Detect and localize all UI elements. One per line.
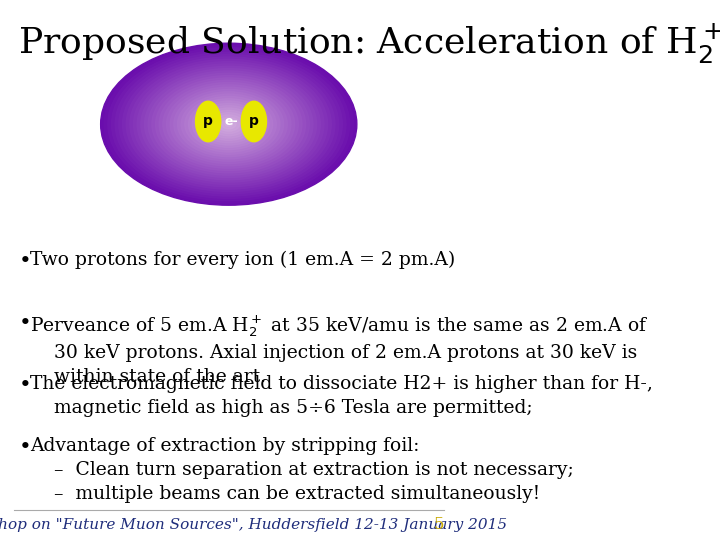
Ellipse shape <box>217 117 240 131</box>
Ellipse shape <box>196 103 261 145</box>
Text: Two protons for every ion (1 em.A = 2 pm.A): Two protons for every ion (1 em.A = 2 pm… <box>30 251 455 269</box>
Text: Perveance of 5 em.A H$_2^+$ at 35 keV/amu is the same as 2 em.A of
    30 keV pr: Perveance of 5 em.A H$_2^+$ at 35 keV/am… <box>30 313 649 386</box>
Ellipse shape <box>138 66 320 182</box>
Ellipse shape <box>181 94 276 154</box>
Text: p: p <box>203 114 213 129</box>
Text: Workshop on "Future Muon Sources", Huddersfield 12-13 January 2015: Workshop on "Future Muon Sources", Hudde… <box>0 518 508 532</box>
Ellipse shape <box>170 87 287 161</box>
Text: e-: e- <box>224 115 238 128</box>
Text: •: • <box>18 437 31 457</box>
Ellipse shape <box>134 64 324 184</box>
Ellipse shape <box>241 102 266 141</box>
Text: Proposed Solution: Acceleration of H$_2^+$ ions: Proposed Solution: Acceleration of H$_2^… <box>18 22 720 66</box>
Ellipse shape <box>152 76 305 173</box>
Ellipse shape <box>210 113 247 136</box>
Text: The electromagnetic field to dissociate H2+ is higher than for H-,
    magnetic : The electromagnetic field to dissociate … <box>30 375 652 417</box>
Ellipse shape <box>222 119 236 129</box>
Ellipse shape <box>122 57 335 191</box>
Ellipse shape <box>166 85 291 164</box>
Text: •: • <box>18 375 31 395</box>
Ellipse shape <box>156 78 302 171</box>
Text: •: • <box>18 313 31 333</box>
Ellipse shape <box>148 73 310 175</box>
Ellipse shape <box>145 71 313 178</box>
Ellipse shape <box>141 69 317 180</box>
Text: p: p <box>249 114 259 129</box>
Ellipse shape <box>104 45 354 203</box>
Ellipse shape <box>159 80 298 168</box>
Ellipse shape <box>101 43 357 205</box>
Ellipse shape <box>163 83 294 166</box>
Ellipse shape <box>196 102 221 141</box>
Ellipse shape <box>189 99 269 150</box>
Ellipse shape <box>225 122 233 126</box>
Ellipse shape <box>185 97 273 152</box>
Ellipse shape <box>119 55 338 194</box>
Ellipse shape <box>203 108 254 140</box>
Ellipse shape <box>126 59 331 189</box>
Ellipse shape <box>112 50 346 198</box>
Ellipse shape <box>130 62 328 187</box>
Ellipse shape <box>174 90 284 159</box>
Ellipse shape <box>192 101 266 147</box>
Text: •: • <box>18 251 31 271</box>
Ellipse shape <box>178 92 280 157</box>
Ellipse shape <box>214 115 243 133</box>
Ellipse shape <box>207 110 251 138</box>
Ellipse shape <box>108 48 349 200</box>
Text: Advantage of extraction by stripping foil:
    –  Clean turn separation at extra: Advantage of extraction by stripping foi… <box>30 437 574 503</box>
Text: 5: 5 <box>433 516 444 534</box>
Ellipse shape <box>199 106 258 143</box>
Ellipse shape <box>115 52 342 196</box>
